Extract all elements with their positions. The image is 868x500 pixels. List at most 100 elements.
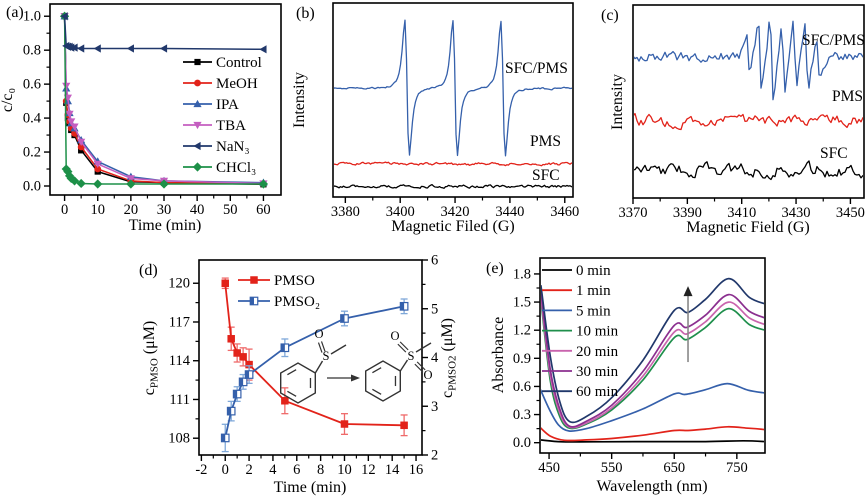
y-axis-title: c/c₀ [0, 88, 16, 112]
label-segment: PMSO2 [447, 355, 459, 390]
marker-triangle-down [62, 82, 71, 90]
marker-triangle-down [70, 123, 79, 131]
bond [314, 360, 324, 374]
series-line-NaN₃ [63, 16, 264, 51]
marker-square [340, 420, 349, 428]
legend-label: 30 min [576, 364, 619, 380]
legend-label: 0 min [576, 263, 611, 279]
x-axis-title: Wavelength (nm) [596, 478, 707, 495]
legend-label: TBA [216, 118, 246, 134]
panel-c: 3370 3390 3410 3430 3450 Magnetic Field (G) In… [580, 0, 868, 245]
spectrum-0 min [541, 439, 764, 443]
spectrum-20 min [541, 296, 764, 429]
panel-a: 0 10 20 30 40 50 60 0.0 0.2 0.4 0.6 0.8 1.0 Time (min… [0, 0, 290, 245]
panel-a-tag: (a) [6, 4, 24, 21]
y-tick-label: 114 [169, 353, 191, 369]
x-tick-label: 3450 [836, 205, 865, 221]
y-axis-title: Absorbance [490, 317, 507, 393]
y-tick-label: 5 [431, 301, 438, 317]
x-tick-label: 750 [726, 460, 748, 476]
label-segment: (μM) [141, 321, 158, 358]
legend-label: 10 min [576, 324, 619, 340]
spectrum-60 min [541, 277, 764, 424]
y-axis-title: Intensity [609, 74, 626, 130]
double-bond [399, 341, 409, 351]
atom-label: S [408, 349, 415, 363]
x-tick-label: -2 [195, 462, 207, 478]
trace-label: PMS [530, 133, 561, 150]
marker-square [227, 335, 235, 343]
label-segment: (μM) [439, 318, 456, 355]
y-tick-label: 4 [431, 350, 439, 366]
y-tick-label: 1.8 [513, 266, 531, 282]
x-tick-label: 3440 [495, 204, 524, 220]
x-tick-label: 30 [157, 202, 172, 218]
epr-traces [634, 20, 863, 181]
atom-label: O [314, 327, 323, 341]
x-tick-label: 12 [361, 462, 376, 478]
x-tick-label: 3460 [550, 204, 579, 220]
panel-e-tag: (e) [486, 260, 504, 277]
y-tick-label: 120 [168, 276, 190, 292]
epr-traces [334, 19, 572, 189]
chart-d-pmso: -2 0 2 4 6 8 10 12 14 1610811111411712023456Time … [141, 253, 459, 497]
marker-triangle-left [60, 12, 68, 21]
panel-d-tag: (d) [139, 262, 158, 279]
x-tick-label: 3410 [727, 205, 756, 221]
benzene-ring [364, 360, 401, 402]
spectra-curves [541, 277, 764, 443]
y-tick-label: 0.8 [23, 43, 41, 59]
panel-e: 450 550 650 750 0.0 0.3 0.6 0.9 1.2 1.5 1.8 Wavelen… [430, 250, 868, 500]
marker-square-half-fill [340, 314, 345, 323]
marker-triangle-left [70, 43, 78, 52]
legend-label: PMSO₂ [274, 294, 320, 310]
marker-triangle-left [193, 141, 201, 151]
double-bond [317, 342, 323, 353]
y-tick-label: 0.6 [23, 77, 41, 93]
marker-triangle-left [77, 44, 85, 53]
benzene-double-bond [372, 367, 382, 374]
legend-label: 5 min [576, 303, 611, 319]
y-axis-title: Intensity [291, 72, 308, 128]
marker-diamond [76, 178, 86, 189]
x-tick-label: 16 [409, 462, 424, 478]
legend-label: PMSO [274, 273, 315, 289]
y-axis-title-left: cPMSO (μM) [141, 321, 161, 396]
x-tick-label: 0 [222, 462, 229, 478]
y-tick-label: 117 [169, 314, 190, 330]
legend-label: 60 min [576, 384, 619, 400]
marker-diamond [63, 166, 73, 177]
benzene-double-bond [287, 390, 297, 397]
x-tick-label: 6 [293, 462, 300, 478]
double-bond [397, 343, 407, 353]
legend-label: CHCl₃ [216, 160, 256, 176]
x-tick-label: 8 [317, 462, 324, 478]
marker-square [194, 58, 201, 66]
epr-trace-SFC [634, 160, 863, 181]
marker-square [221, 279, 229, 287]
atom-label: O [423, 368, 432, 382]
x-tick-label: 60 [256, 202, 271, 218]
legend-label: 1 min [576, 283, 611, 299]
panel-d: -2 0 2 4 6 8 10 12 14 16 108 111 114 117 120 2 3 4 5 6 Time … [120, 250, 460, 500]
spectrum-10 min [541, 300, 764, 430]
y-tick-label: 0.2 [23, 145, 41, 161]
panel-c-tag: (c) [601, 7, 619, 24]
x-tick-label: 10 [90, 202, 105, 218]
marker-square-half-fill [227, 407, 232, 415]
marker-square-half-fill [281, 344, 285, 352]
x-axis-title: Time (min) [274, 479, 347, 496]
marker-triangle-left [93, 44, 101, 53]
x-tick-label: 450 [538, 460, 560, 476]
spectrum-30 min [541, 290, 764, 428]
marker-triangle-left [159, 44, 168, 53]
marker-square-half-fill [221, 434, 226, 442]
chart-a-quenching: 0 10 20 30 40 50 60 0.0 0.2 0.4 0.6 0.8 1.0 Time (min… [0, 3, 282, 234]
label-segment: c [439, 391, 456, 398]
y-tick-label: 1.2 [513, 323, 531, 339]
marker-diamond [159, 179, 169, 189]
plot-frame [49, 3, 282, 196]
x-tick-label: 550 [601, 460, 623, 476]
y-axis-title-right: cPMSO2 (μM) [439, 318, 459, 398]
epr-trace-PMS [634, 112, 863, 131]
